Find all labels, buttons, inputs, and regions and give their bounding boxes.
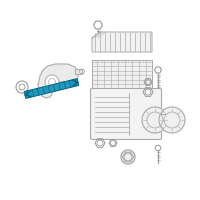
Polygon shape bbox=[24, 79, 79, 98]
Circle shape bbox=[45, 75, 59, 89]
Circle shape bbox=[121, 150, 135, 164]
FancyBboxPatch shape bbox=[90, 88, 162, 140]
Circle shape bbox=[159, 107, 185, 133]
Polygon shape bbox=[75, 69, 82, 74]
Circle shape bbox=[142, 107, 168, 133]
Bar bbox=[92, 60, 152, 88]
Polygon shape bbox=[38, 64, 78, 98]
Polygon shape bbox=[92, 32, 152, 52]
